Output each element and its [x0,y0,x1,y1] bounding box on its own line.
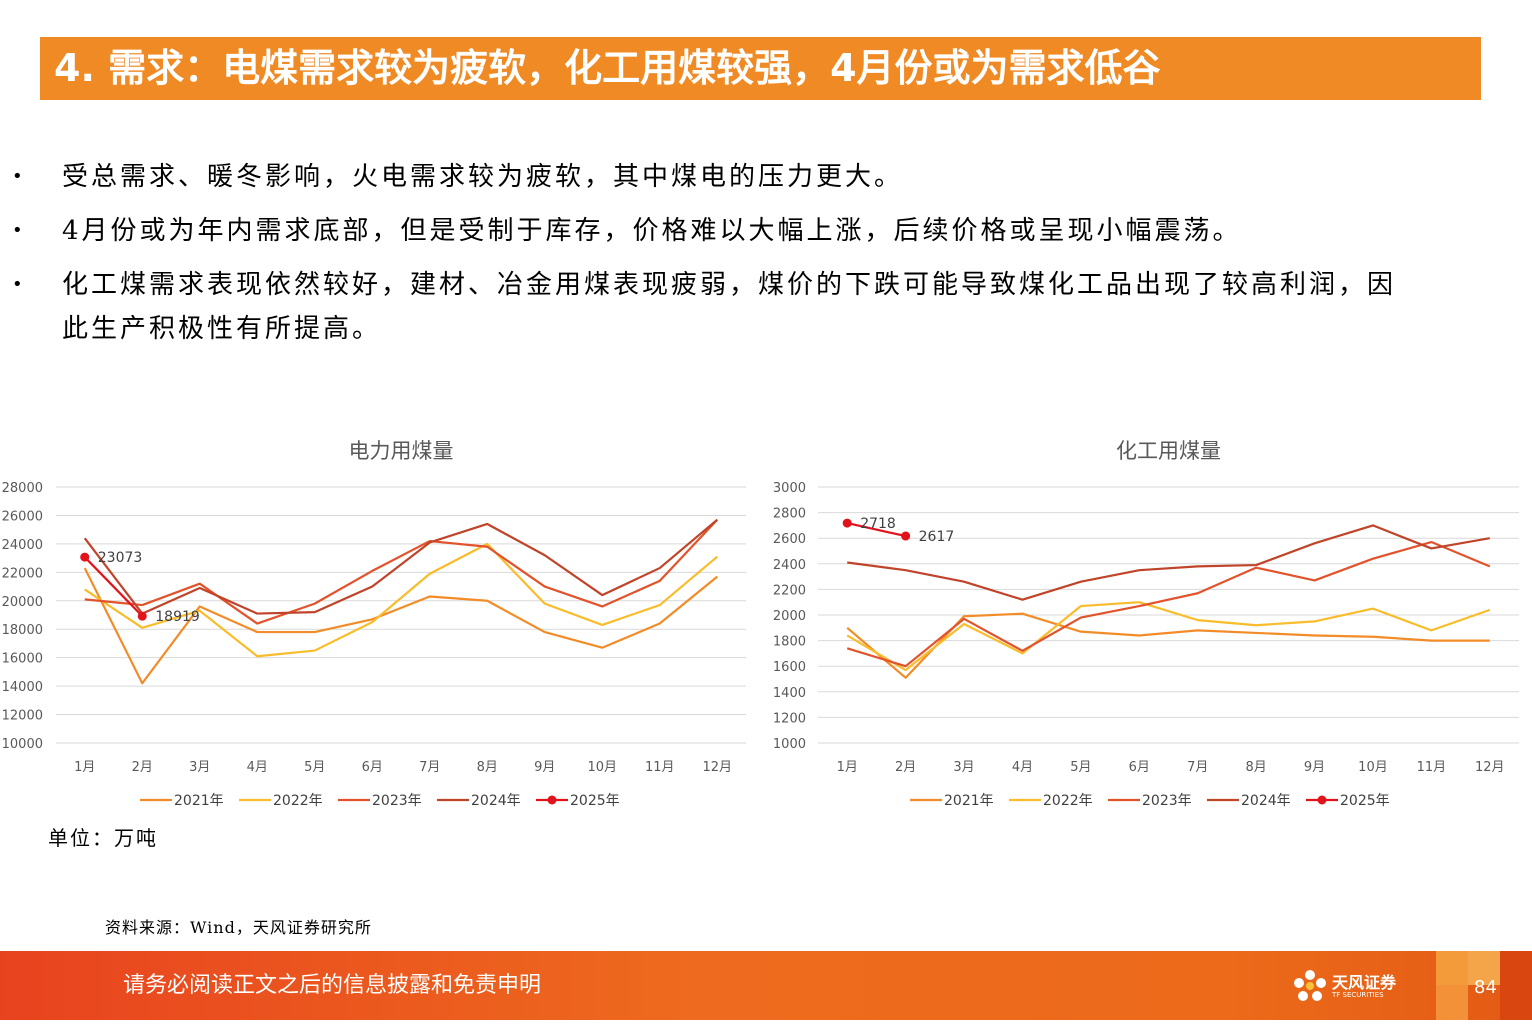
x-tick-label: 6月 [362,760,383,775]
x-tick-label: 6月 [1129,760,1150,775]
y-tick-label: 28000 [2,481,43,496]
series-line [83,556,144,617]
data-point [137,611,147,621]
x-tick-label: 7月 [419,760,440,775]
data-label: 18919 [155,609,200,625]
y-tick-label: 2400 [773,558,806,573]
series-line [846,522,906,538]
y-tick-label: 3000 [773,481,806,496]
y-tick-label: 18000 [2,623,43,638]
data-point [80,552,90,562]
y-tick-label: 22000 [2,566,43,581]
x-tick-label: 8月 [477,760,498,775]
legend-label: 2022年 [273,793,323,809]
x-tick-label: 9月 [534,760,555,775]
bullet-text: 受总需求、暖冬影响，火电需求较为疲软，其中煤电的压力更大。 [62,162,904,192]
legend-label: 2021年 [174,793,224,809]
x-tick-label: 4月 [1012,760,1033,775]
legend-marker [547,795,557,805]
chart-title: 化工用煤量 [1116,439,1221,463]
chemical-coal-chart-svg: 化工用煤量 1000 1200 1400 1600 1800 2000 2200 2400 260… [773,439,1519,809]
flower-logo-icon [1294,970,1326,1001]
x-tick-label: 12月 [702,760,732,775]
series-line [84,542,718,658]
legend-label: 2021年 [944,793,994,809]
y-tick-label: 1000 [773,737,806,752]
y-tick-label: 1600 [773,660,806,675]
legend-label: 2025年 [1340,793,1390,809]
y-tick-label: 2000 [773,609,806,624]
x-tick-label: 11月 [1417,760,1447,775]
series-line [84,518,719,625]
legend-label: 2025年 [570,793,620,809]
legend-label: 2024年 [471,793,521,809]
y-tick-label: 12000 [2,709,43,724]
y-tick-label: 24000 [2,538,43,553]
data-label: 2718 [860,516,896,532]
x-tick-label: 2月 [895,760,916,775]
x-tick-label: 5月 [1070,760,1091,775]
y-tick-label: 20000 [2,595,43,610]
source-note: 资料来源：Wind，天风证券研究所 [105,918,372,937]
bullet-dot: • [12,274,26,295]
power-coal-chart: 电力用煤量 10000 12000 14000 16000 18000 20000 22000… [0,425,760,825]
title-banner: 4. 需求：电煤需求较为疲软，化工用煤较强，4月份或为需求低谷 [40,37,1481,100]
x-tick-label: 7月 [1187,760,1208,775]
x-tick-label: 1月 [74,760,95,775]
y-tick-label: 2200 [773,583,806,598]
legend-label: 2023年 [1142,793,1192,809]
x-tick-label: 1月 [837,760,858,775]
x-tick-label: 3月 [189,760,210,775]
data-point [901,531,911,541]
bullet-dot: • [12,166,26,187]
legend-label: 2023年 [372,793,422,809]
logo-text: 天风证券 [1332,973,1397,992]
x-tick-label: 2月 [132,760,153,775]
y-tick-label: 10000 [2,737,43,752]
x-tick-label: 12月 [1475,760,1505,775]
legend-marker [1317,795,1327,805]
y-tick-label: 1200 [773,711,806,726]
y-tick-label: 14000 [2,680,43,695]
chemical-coal-chart: 化工用煤量 1000 1200 1400 1600 1800 2000 2200 2400 260… [765,425,1532,825]
bullet-text: 化工煤需求表现依然较好，建材、冶金用煤表现疲弱，煤价的下跌可能导致煤化工品出现了… [62,270,1397,344]
logo-subtext: TF SECURITIES [1332,991,1384,999]
bullet-text: 4月份或为年内需求底部，但是受制于库存，价格难以大幅上涨，后续价格或呈现小幅震荡… [62,216,1242,246]
series-line [846,540,1491,668]
series-line [847,524,1490,601]
x-tick-label: 10月 [1358,760,1388,775]
y-tick-label: 26000 [2,509,43,524]
y-tick-label: 2600 [773,532,806,547]
y-tick-label: 16000 [2,652,43,667]
power-coal-chart-svg: 电力用煤量 10000 12000 14000 16000 18000 20000 22000… [2,439,746,809]
legend-label: 2024年 [1241,793,1291,809]
data-label: 2617 [919,529,955,545]
legend-label: 2022年 [1043,793,1093,809]
data-point [842,518,852,528]
footer-bar: 请务必阅读正文之后的信息披露和免责申明 天风证券 TF SECURITIES 8… [0,951,1532,1020]
x-tick-label: 3月 [953,760,974,775]
x-tick-label: 4月 [247,760,268,775]
bullet-dot: • [12,220,26,241]
series-line [83,567,718,685]
chart-title: 电力用煤量 [349,439,454,463]
x-tick-label: 8月 [1245,760,1266,775]
x-tick-label: 11月 [645,760,675,775]
y-tick-label: 2800 [773,507,806,522]
x-tick-label: 5月 [304,760,325,775]
series-line [846,601,1491,672]
page-number: 84 [1474,977,1497,998]
data-label: 23073 [98,550,143,566]
disclaimer-link[interactable]: 请务必阅读正文之后的信息披露和免责申明 [123,973,542,998]
series-line [83,518,718,615]
series-line [846,612,1490,679]
y-tick-label: 1800 [773,635,806,650]
x-tick-label: 9月 [1304,760,1325,775]
company-logo: 天风证券 TF SECURITIES [1290,965,1410,1009]
y-tick-label: 1400 [773,686,806,701]
x-tick-label: 10月 [587,760,617,775]
unit-note: 单位：万吨 [48,826,158,850]
page-title: 4. 需求：电煤需求较为疲软，化工用煤较强，4月份或为需求低谷 [54,46,1161,90]
page-corner-decoration [1436,951,1532,1020]
